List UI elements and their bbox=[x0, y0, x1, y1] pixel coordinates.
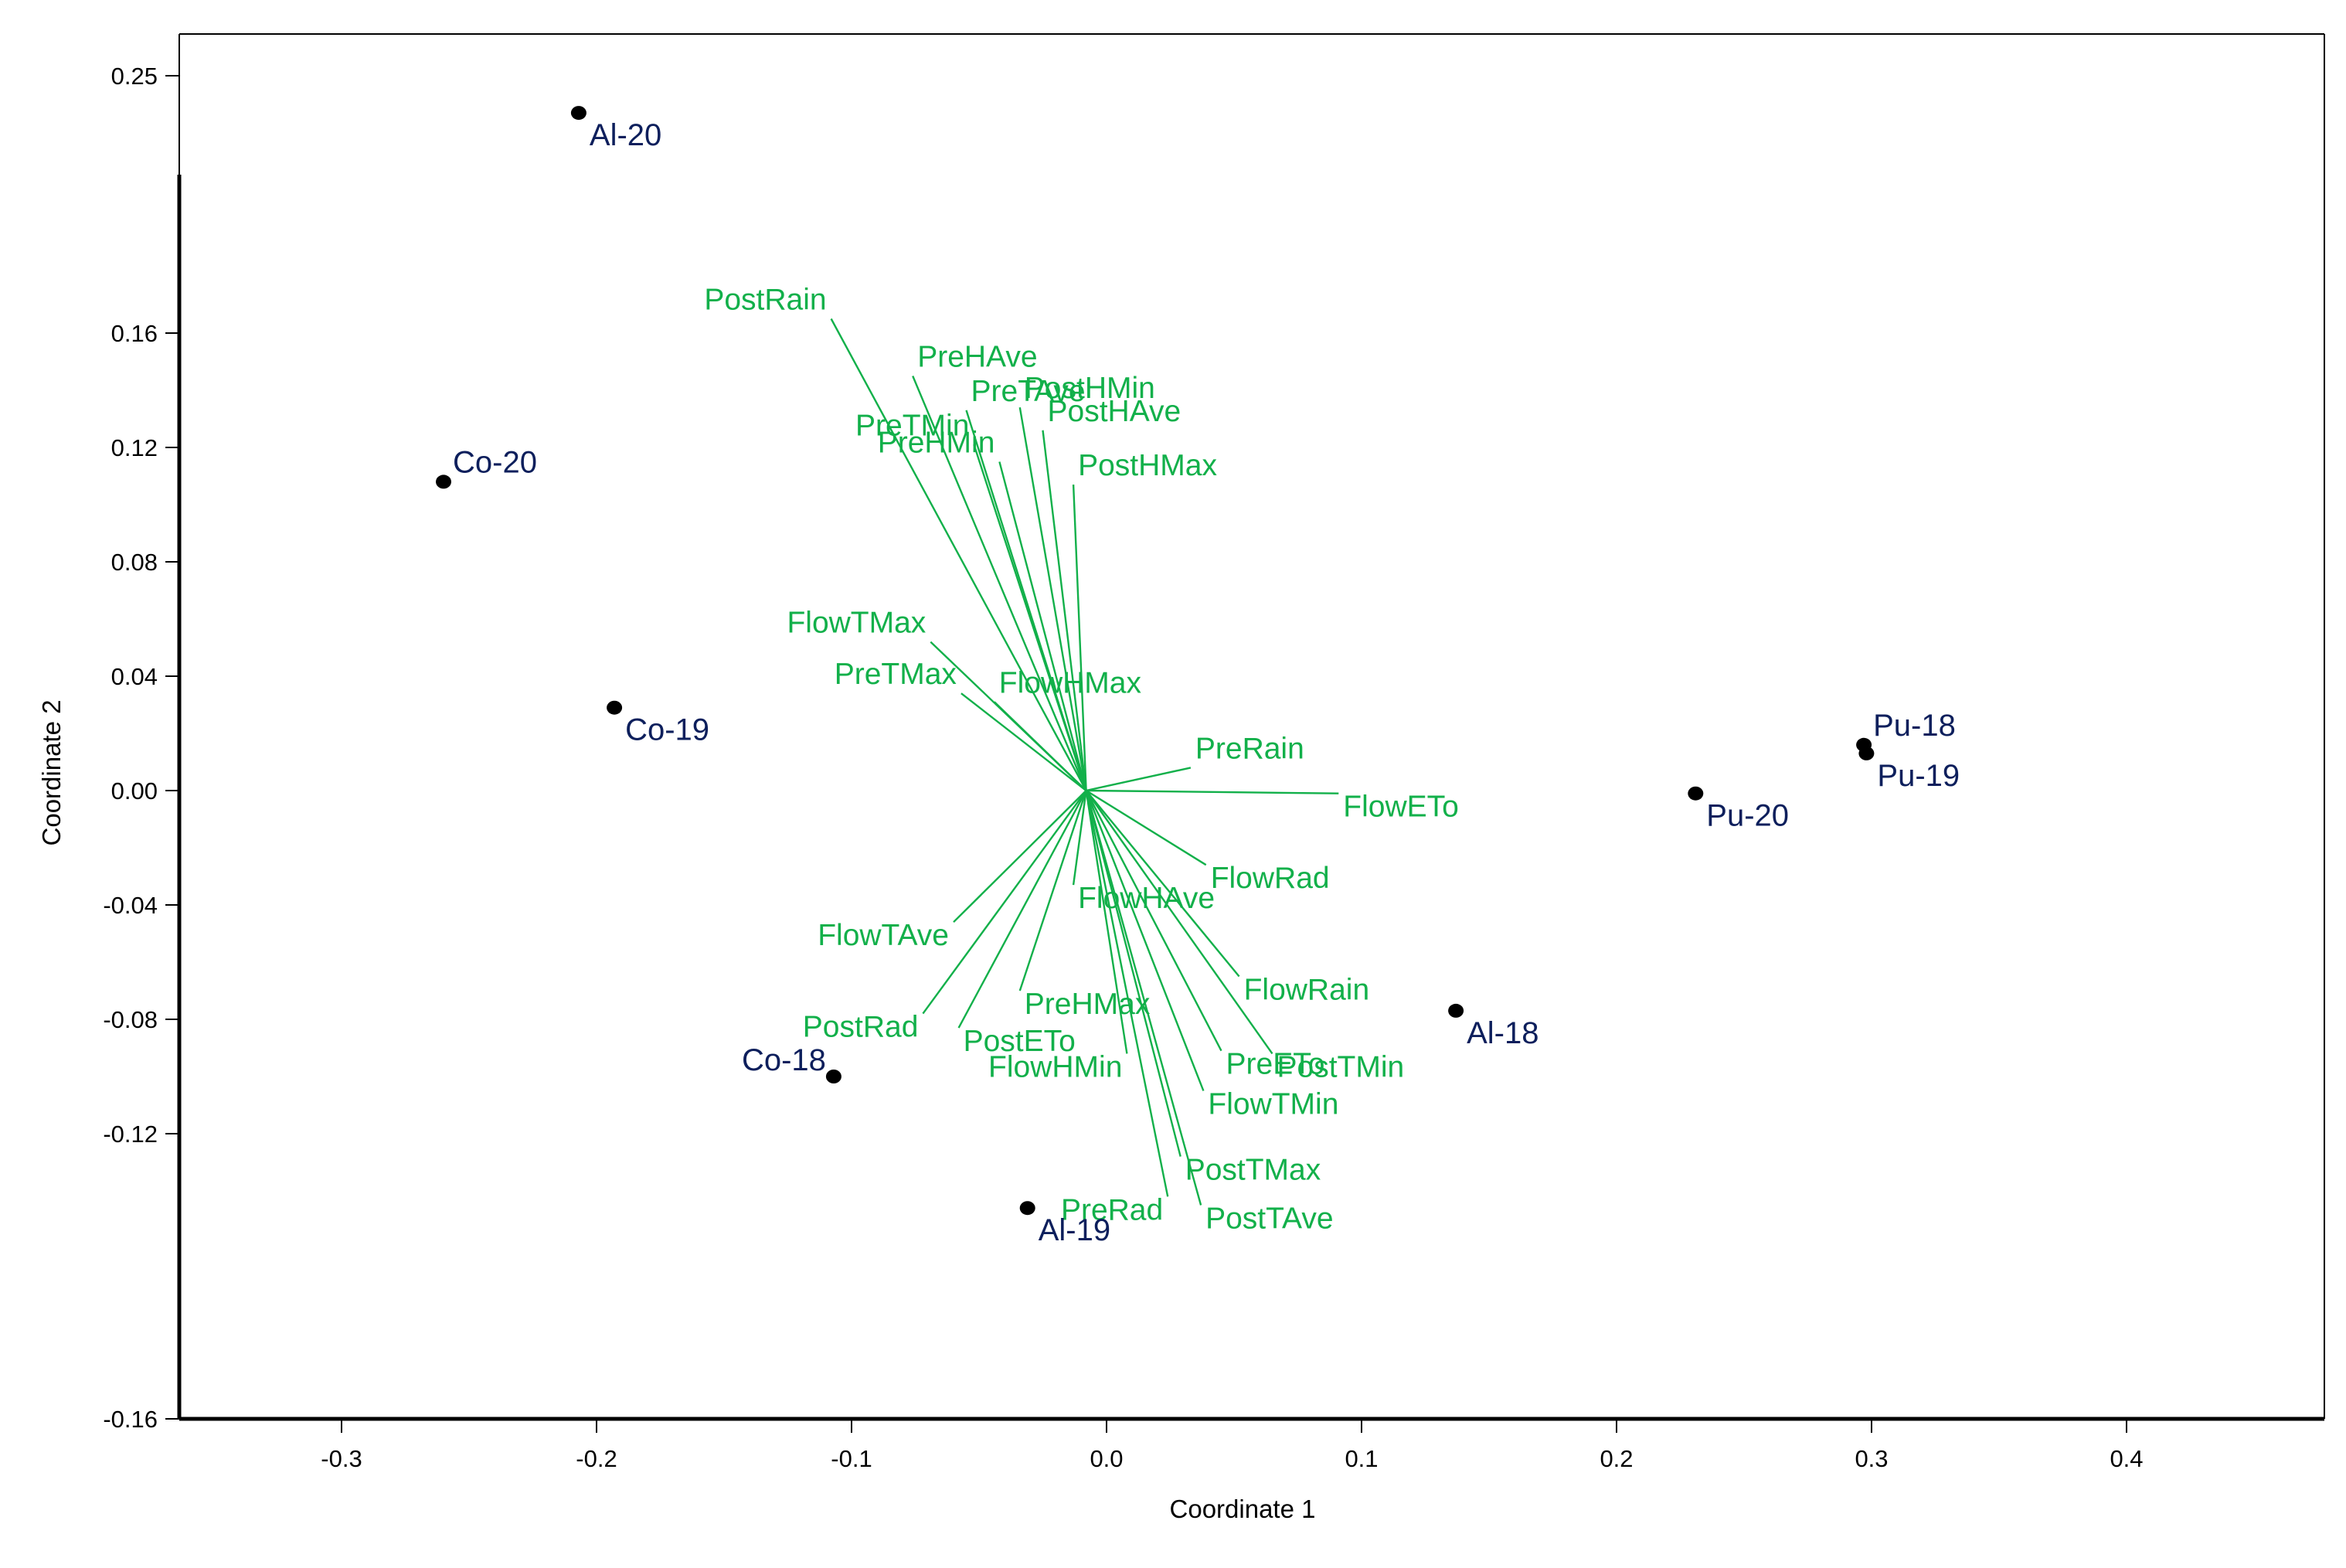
point-label: Co-20 bbox=[453, 445, 537, 479]
vector-label: PreHAve bbox=[917, 341, 1037, 374]
x-tick-label: 0.4 bbox=[2110, 1445, 2143, 1472]
data-point bbox=[436, 474, 451, 489]
y-tick-label: -0.16 bbox=[103, 1406, 158, 1433]
vector-line bbox=[830, 318, 1087, 791]
x-tick-label: 0.0 bbox=[1090, 1445, 1123, 1472]
vector-line bbox=[973, 444, 1087, 791]
vector-line bbox=[1086, 767, 1192, 792]
vector-line bbox=[1018, 406, 1087, 791]
data-point bbox=[607, 700, 623, 715]
vector-line bbox=[1085, 790, 1205, 1091]
y-tick-label: -0.04 bbox=[103, 892, 158, 919]
vector-line bbox=[1086, 789, 1339, 794]
vector-line bbox=[993, 701, 1087, 791]
vector-label: PostRain bbox=[704, 284, 826, 317]
vector-label: PostTMin bbox=[1277, 1050, 1405, 1083]
vector-label: PostETo bbox=[964, 1025, 1076, 1058]
vector-line bbox=[1085, 790, 1128, 1054]
vector-line bbox=[960, 692, 1087, 791]
vector-label: FlowETo bbox=[1343, 791, 1459, 824]
vector-line bbox=[1085, 790, 1222, 1052]
x-tick-label: 0.1 bbox=[1345, 1445, 1378, 1472]
data-point bbox=[1858, 746, 1875, 760]
vector-label: FlowHMax bbox=[999, 666, 1142, 699]
vector-line bbox=[922, 790, 1087, 1015]
point-label: Pu-20 bbox=[1706, 799, 1789, 833]
vector-line bbox=[1085, 789, 1207, 866]
x-tick-label: 0.2 bbox=[1600, 1445, 1633, 1472]
y-tick-label: 0.12 bbox=[111, 434, 158, 461]
y-tick-label: 0.16 bbox=[111, 320, 158, 347]
y-tick-label: 0.25 bbox=[111, 63, 158, 90]
x-tick-label: -0.2 bbox=[576, 1445, 617, 1472]
x-axis-ticks: -0.3 -0.2 -0.1 0.0 0.1 0.2 0.3 0.4 bbox=[321, 1419, 2144, 1472]
vector-label: FlowRain bbox=[1244, 974, 1370, 1007]
x-axis-title: Coordinate 1 bbox=[1170, 1495, 1316, 1523]
data-point bbox=[570, 106, 586, 121]
vector-label: FlowTMin bbox=[1208, 1088, 1338, 1121]
vector-line bbox=[957, 790, 1087, 1029]
vector-line bbox=[953, 790, 1087, 923]
vector-line bbox=[1085, 790, 1240, 978]
vector-label: FlowHMin bbox=[988, 1050, 1122, 1083]
vector-label: PostHMin bbox=[1025, 372, 1155, 405]
point-label: Pu-19 bbox=[1877, 759, 1960, 793]
vector-label: PreTMax bbox=[835, 658, 957, 691]
y-tick-label: -0.12 bbox=[103, 1121, 158, 1148]
point-label: Co-19 bbox=[625, 713, 709, 747]
point-label: Pu-18 bbox=[1873, 709, 1956, 743]
point-label: Al-19 bbox=[1039, 1213, 1110, 1247]
vector-line bbox=[1018, 790, 1087, 991]
vector-line bbox=[1085, 790, 1182, 1157]
vector-label: FlowRad bbox=[1211, 862, 1330, 895]
point-label: Co-18 bbox=[742, 1043, 826, 1077]
vector-label: PostRad bbox=[803, 1011, 919, 1044]
vector-line bbox=[1072, 485, 1087, 791]
x-tick-label: -0.1 bbox=[831, 1445, 872, 1472]
vector-label: PreTAve bbox=[971, 375, 1086, 408]
data-point bbox=[1448, 1003, 1464, 1018]
vector-label: FlowTMax bbox=[787, 607, 926, 640]
vector-line bbox=[998, 461, 1087, 791]
y-tick-label: 0.04 bbox=[111, 663, 158, 690]
vector-line bbox=[1042, 430, 1087, 791]
plot-frame bbox=[177, 33, 2325, 1421]
data-point bbox=[1019, 1201, 1035, 1216]
y-axis-ticks: -0.16 -0.12 -0.08 -0.04 0.00 0.04 0.08 0.12 0.16… bbox=[103, 63, 179, 1433]
x-tick-label: -0.3 bbox=[321, 1445, 362, 1472]
vector-label: PostTMax bbox=[1185, 1154, 1321, 1187]
vector-label: PreRain bbox=[1195, 732, 1304, 765]
vector-label: PreRad bbox=[1061, 1193, 1163, 1226]
x-tick-label: 0.3 bbox=[1855, 1445, 1888, 1472]
vector-label: PreETo bbox=[1226, 1048, 1325, 1081]
vector-label: PreTMin bbox=[855, 409, 969, 442]
y-tick-label: 0.00 bbox=[111, 777, 158, 804]
data-point bbox=[825, 1070, 842, 1083]
vector-label: PreHMin bbox=[878, 427, 995, 460]
point-label: Al-18 bbox=[1467, 1016, 1538, 1050]
vector-label: PostTAve bbox=[1205, 1202, 1333, 1236]
vector-line bbox=[1072, 790, 1087, 886]
point-label: Al-20 bbox=[590, 118, 661, 152]
y-tick-label: -0.08 bbox=[103, 1006, 158, 1033]
vector-line bbox=[1085, 790, 1202, 1206]
y-tick-label: 0.08 bbox=[111, 549, 158, 576]
data-point bbox=[1688, 786, 1704, 801]
site-points: Al-20 Co-20 Co-19 Co-18 Al-19 Al-18 Pu-20 Pu-18… bbox=[436, 106, 1960, 1247]
vector-label: PostHMax bbox=[1078, 449, 1217, 482]
vector-label: PostHAve bbox=[1048, 395, 1182, 428]
vector-label: FlowHAve bbox=[1078, 882, 1215, 915]
y-axis-title: Coordinate 2 bbox=[37, 700, 66, 846]
vector-line bbox=[1085, 790, 1273, 1055]
vector-line bbox=[912, 376, 1087, 791]
vector-line bbox=[1085, 790, 1169, 1197]
vector-label: FlowTAve bbox=[818, 919, 949, 952]
